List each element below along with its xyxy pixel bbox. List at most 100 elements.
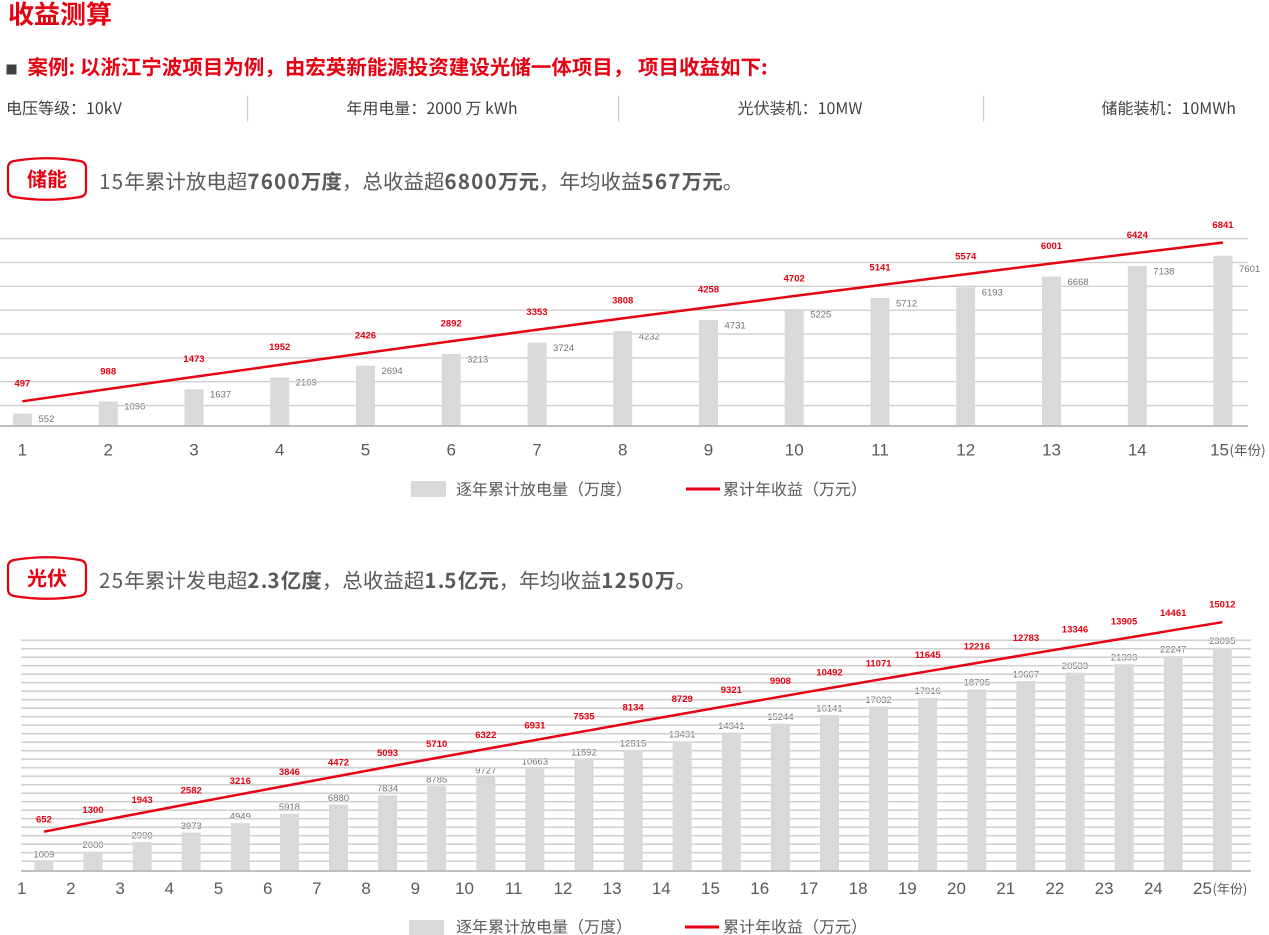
svg-text:6668: 6668 <box>1068 277 1089 288</box>
svg-text:1: 1 <box>18 441 27 460</box>
svg-text:10: 10 <box>785 441 804 460</box>
svg-text:1943: 1943 <box>132 795 153 806</box>
svg-text:2: 2 <box>66 879 75 898</box>
svg-text:7: 7 <box>532 441 541 460</box>
svg-text:5: 5 <box>214 879 223 898</box>
svg-text:2: 2 <box>103 441 112 460</box>
svg-text:17: 17 <box>799 879 818 898</box>
svg-text:18: 18 <box>849 879 868 898</box>
svg-text:6: 6 <box>263 879 272 898</box>
svg-text:4702: 4702 <box>784 273 805 284</box>
svg-text:6: 6 <box>446 441 455 460</box>
svg-text:6841: 6841 <box>1212 220 1234 231</box>
svg-text:11071: 11071 <box>866 659 893 670</box>
svg-text:5: 5 <box>361 441 370 460</box>
svg-text:9727: 9727 <box>475 765 496 776</box>
svg-text:14: 14 <box>652 879 671 898</box>
svg-text:6322: 6322 <box>475 730 496 741</box>
svg-text:7834: 7834 <box>377 784 398 795</box>
svg-text:21: 21 <box>996 879 1015 898</box>
svg-text:6001: 6001 <box>1041 241 1063 252</box>
svg-text:5574: 5574 <box>955 252 977 263</box>
svg-text:8: 8 <box>361 879 370 898</box>
svg-text:2582: 2582 <box>181 786 202 797</box>
svg-text:1009: 1009 <box>33 850 54 861</box>
svg-text:23: 23 <box>1095 879 1114 898</box>
svg-text:11592: 11592 <box>571 747 597 758</box>
svg-text:22247: 22247 <box>1160 644 1186 655</box>
svg-text:1952: 1952 <box>269 342 290 353</box>
svg-text:8785: 8785 <box>426 774 447 785</box>
svg-text:13905: 13905 <box>1111 616 1138 627</box>
svg-text:13: 13 <box>603 879 622 898</box>
svg-text:6880: 6880 <box>328 793 349 804</box>
svg-text:2694: 2694 <box>382 366 403 377</box>
svg-text:652: 652 <box>36 815 52 826</box>
svg-text:10492: 10492 <box>816 667 842 678</box>
svg-text:497: 497 <box>14 379 30 390</box>
svg-text:4472: 4472 <box>328 757 349 768</box>
svg-text:14461: 14461 <box>1160 608 1187 619</box>
svg-text:11645: 11645 <box>915 650 942 661</box>
svg-text:21393: 21393 <box>1111 653 1137 664</box>
svg-text:4232: 4232 <box>639 332 660 343</box>
svg-text:10: 10 <box>455 879 474 898</box>
svg-text:2000: 2000 <box>82 840 103 851</box>
svg-text:25: 25 <box>1193 879 1212 898</box>
svg-text:5712: 5712 <box>896 298 917 309</box>
svg-text:6193: 6193 <box>982 288 1003 299</box>
svg-text:15012: 15012 <box>1209 600 1235 611</box>
svg-text:12216: 12216 <box>964 642 990 653</box>
svg-text:20533: 20533 <box>1062 661 1088 672</box>
svg-text:12515: 12515 <box>620 738 646 749</box>
svg-text:1637: 1637 <box>210 390 231 401</box>
svg-text:5093: 5093 <box>377 748 398 759</box>
svg-text:23095: 23095 <box>1209 636 1235 647</box>
svg-text:1473: 1473 <box>183 354 204 365</box>
svg-text:20: 20 <box>947 879 966 898</box>
svg-text:4: 4 <box>275 441 284 460</box>
svg-text:12783: 12783 <box>1013 633 1039 644</box>
svg-text:2169: 2169 <box>296 378 317 389</box>
svg-text:15: 15 <box>1210 441 1229 460</box>
svg-text:3216: 3216 <box>230 776 251 787</box>
svg-text:3808: 3808 <box>612 296 633 307</box>
svg-text:8729: 8729 <box>672 694 693 705</box>
svg-text:3: 3 <box>189 441 198 460</box>
svg-text:1300: 1300 <box>82 805 103 816</box>
svg-text:11: 11 <box>871 441 889 460</box>
svg-text:9: 9 <box>411 879 420 898</box>
svg-text:22: 22 <box>1045 879 1064 898</box>
svg-text:6931: 6931 <box>524 721 546 732</box>
svg-text:15244: 15244 <box>767 712 793 723</box>
svg-text:4258: 4258 <box>698 285 719 296</box>
svg-text:15: 15 <box>701 879 720 898</box>
svg-text:3724: 3724 <box>553 343 574 354</box>
svg-text:24: 24 <box>1144 879 1163 898</box>
svg-text:7535: 7535 <box>573 712 595 723</box>
svg-text:16: 16 <box>750 879 769 898</box>
svg-text:9908: 9908 <box>770 676 791 687</box>
svg-text:3213: 3213 <box>467 354 488 365</box>
svg-text:9321: 9321 <box>721 685 743 696</box>
svg-text:13431: 13431 <box>669 730 695 741</box>
svg-text:3973: 3973 <box>181 821 202 832</box>
svg-text:5710: 5710 <box>426 739 447 750</box>
svg-text:6424: 6424 <box>1127 230 1149 241</box>
svg-text:14341: 14341 <box>718 721 744 732</box>
svg-text:5225: 5225 <box>810 309 831 320</box>
svg-text:4949: 4949 <box>230 812 251 823</box>
svg-text:3846: 3846 <box>279 767 300 778</box>
svg-text:4731: 4731 <box>725 320 746 331</box>
svg-text:7: 7 <box>312 879 321 898</box>
svg-text:8: 8 <box>618 441 627 460</box>
svg-text:13346: 13346 <box>1062 625 1088 636</box>
svg-text:5141: 5141 <box>869 262 891 273</box>
svg-text:9: 9 <box>704 441 713 460</box>
svg-text:19: 19 <box>898 879 917 898</box>
svg-text:14: 14 <box>1128 441 1147 460</box>
svg-text:3353: 3353 <box>526 307 547 318</box>
svg-text:11: 11 <box>505 879 523 898</box>
svg-text:12: 12 <box>553 879 572 898</box>
svg-text:552: 552 <box>39 414 55 425</box>
